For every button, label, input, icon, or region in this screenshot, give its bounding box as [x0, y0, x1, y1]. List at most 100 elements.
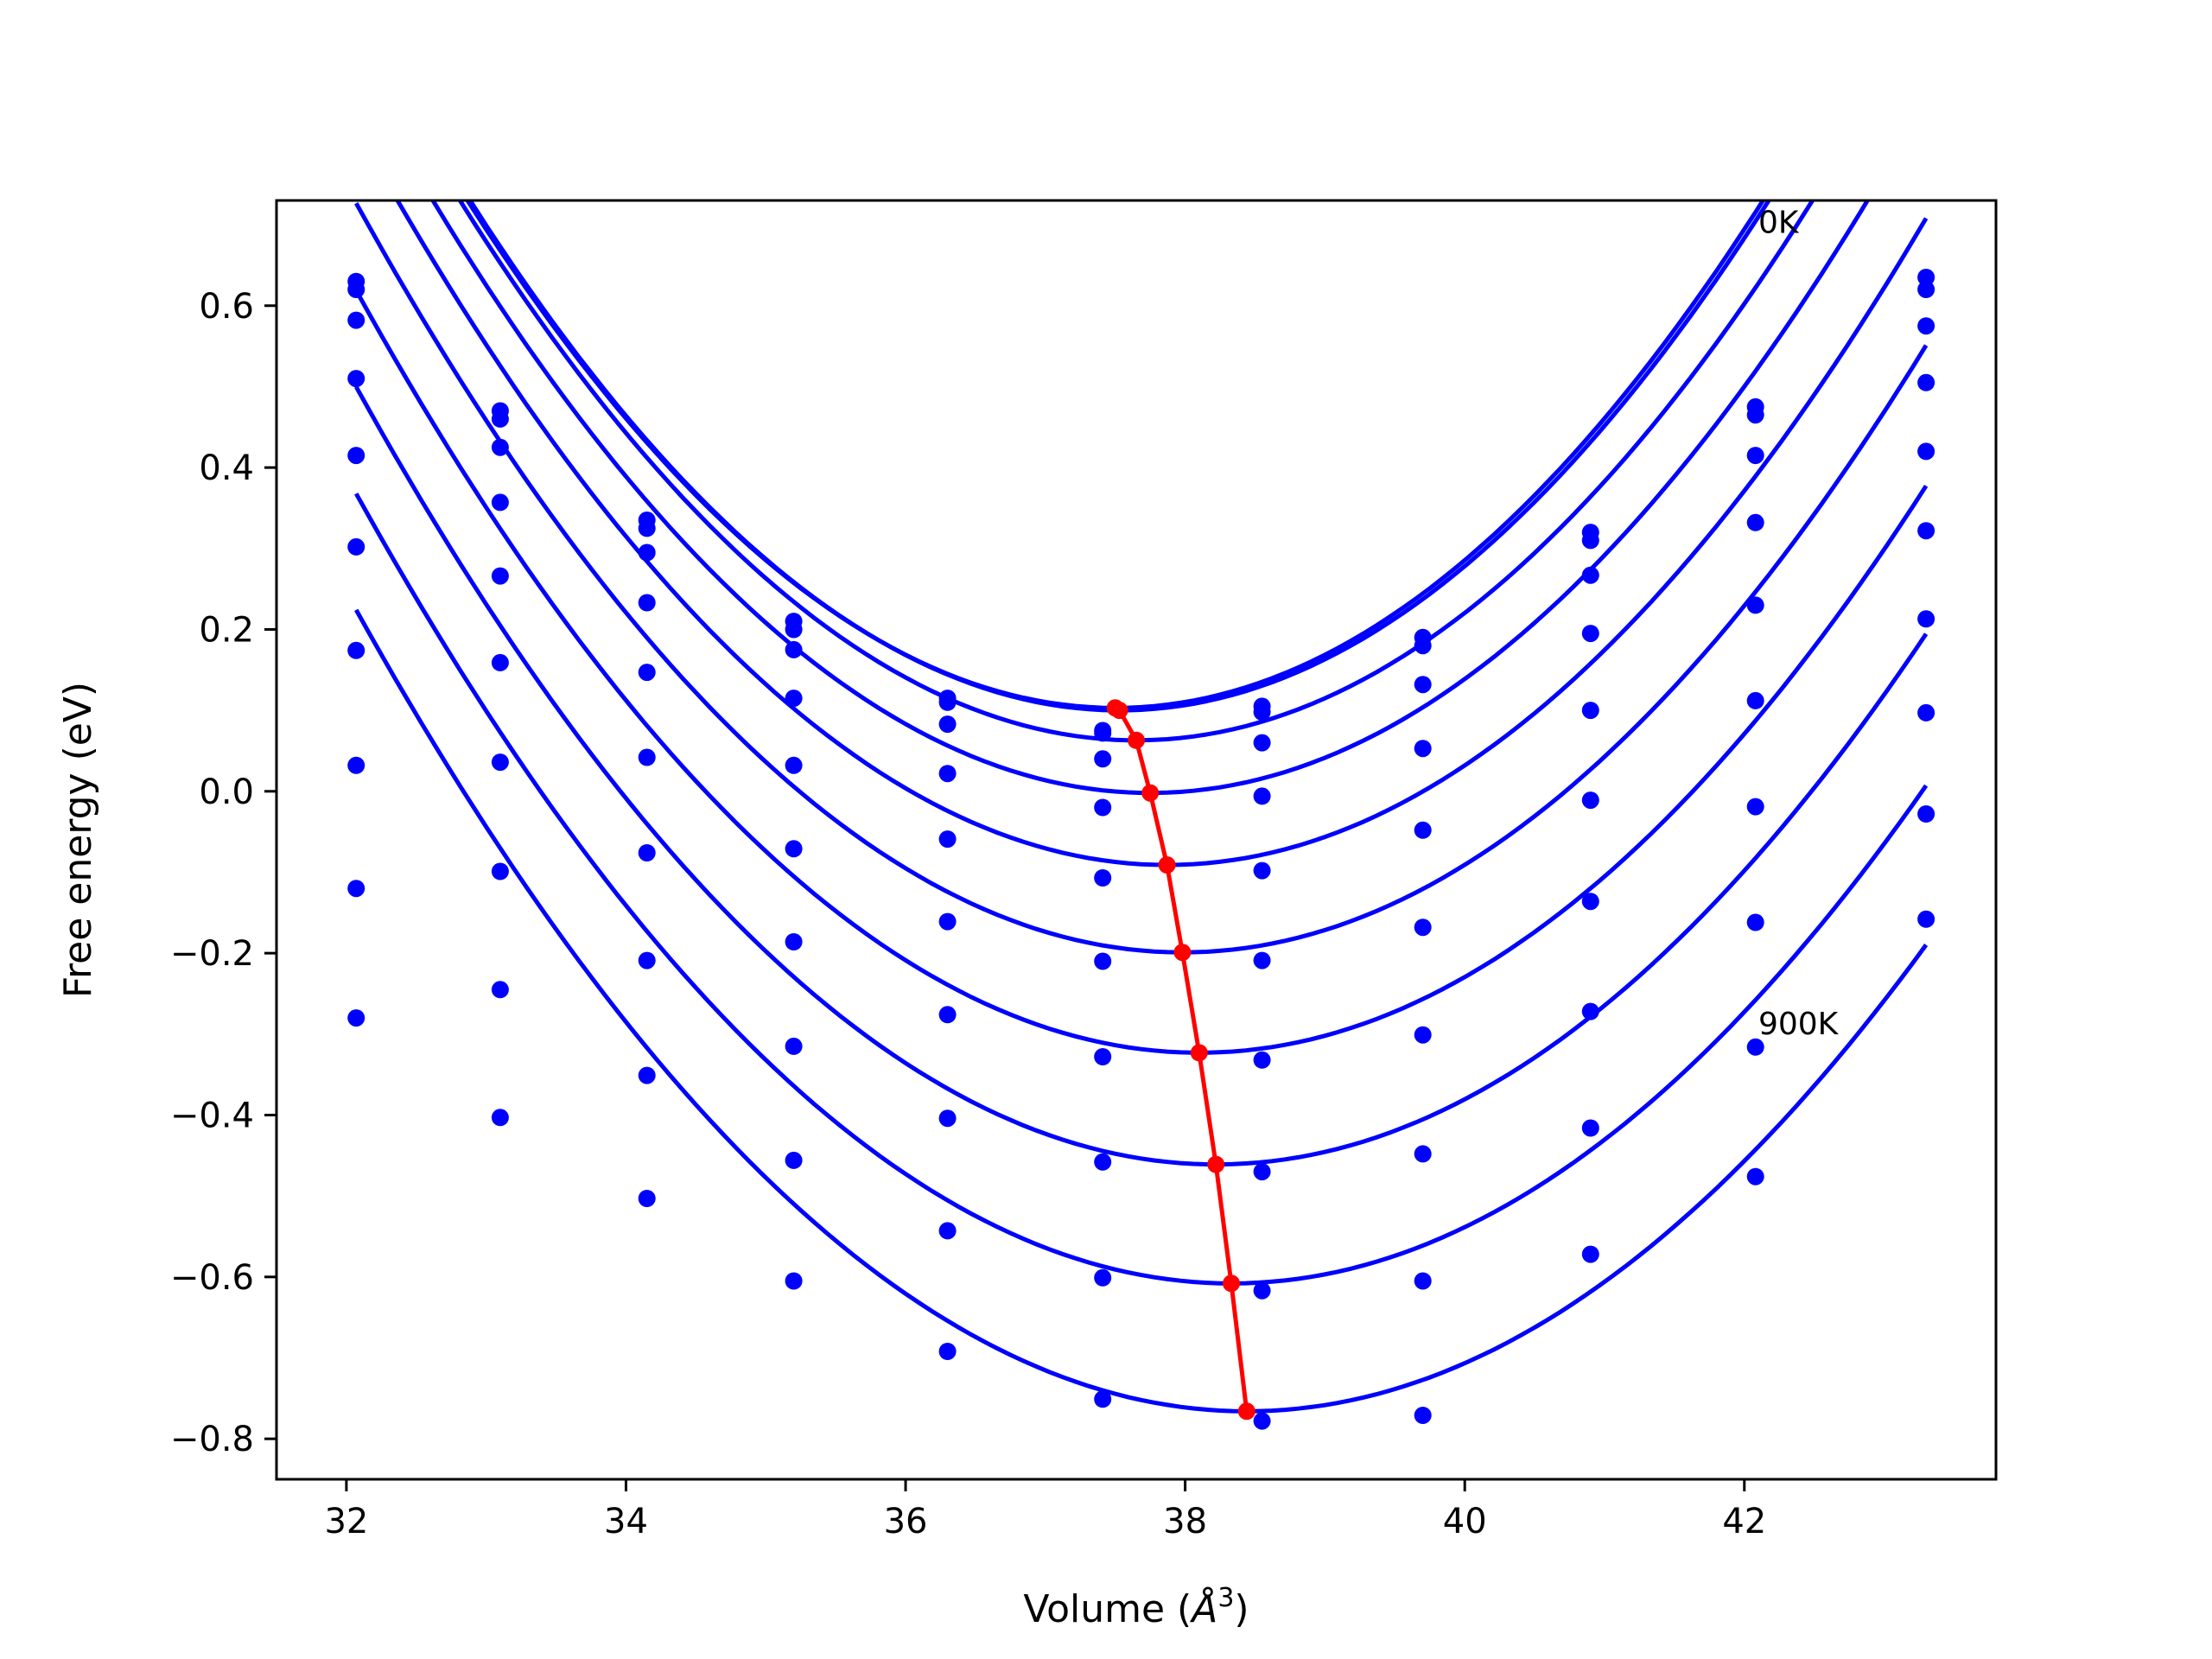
data-point-100K-2 [638, 519, 656, 537]
data-point-500K-10 [1917, 522, 1936, 540]
y-axis-title: Free energy (eV) [56, 682, 100, 998]
data-point-800K-2 [638, 1066, 656, 1084]
data-point-0K-10 [1917, 269, 1936, 286]
y-tick-label: −0.8 [170, 1420, 254, 1459]
x-tick-label: 34 [604, 1502, 648, 1541]
fit-curve-700K [354, 385, 1929, 1167]
annotation-0: 0K [1758, 205, 1800, 240]
data-point-900K-3 [785, 1272, 803, 1290]
data-point-600K-2 [638, 844, 656, 861]
data-point-800K-1 [491, 981, 509, 999]
data-point-500K-4 [938, 912, 957, 931]
data-point-200K-7 [1414, 676, 1432, 694]
minimum-point-4 [1158, 856, 1176, 874]
y-tick-label: −0.2 [170, 934, 254, 974]
data-point-200K-2 [638, 543, 656, 562]
x-tick-label: 36 [884, 1502, 928, 1541]
data-point-600K-10 [1917, 610, 1936, 628]
data-point-700K-7 [1414, 1145, 1432, 1163]
data-point-300K-9 [1746, 513, 1764, 531]
data-point-600K-5 [1094, 1048, 1112, 1065]
data-point-800K-4 [938, 1222, 957, 1240]
fit-curve-600K [354, 289, 1929, 1055]
data-point-900K-6 [1253, 1412, 1271, 1430]
data-point-400K-3 [785, 756, 803, 774]
minimum-point-7 [1207, 1155, 1225, 1173]
data-point-800K-10 [1917, 805, 1936, 823]
fit-curve-400K [395, 200, 1929, 868]
data-point-400K-10 [1917, 442, 1936, 461]
data-point-600K-3 [785, 933, 803, 950]
x-tick-label: 42 [1722, 1502, 1766, 1541]
data-point-300K-10 [1917, 373, 1936, 391]
minimum-point-8 [1223, 1274, 1240, 1293]
data-point-900K-2 [638, 1190, 656, 1207]
data-point-500K-1 [491, 653, 509, 671]
minimum-point-3 [1141, 784, 1160, 802]
fit-curves [354, 200, 1929, 1414]
minimum-point-9 [1237, 1402, 1255, 1421]
data-point-200K-10 [1917, 317, 1936, 335]
data-point-900K-9 [1746, 1167, 1764, 1185]
y-tick-label: −0.4 [170, 1096, 254, 1135]
data-point-300K-6 [1253, 787, 1271, 805]
y-tick-label: 0.4 [199, 448, 254, 488]
y-tick-label: 0.0 [199, 772, 254, 812]
minimum-point-6 [1190, 1044, 1208, 1062]
data-point-900K-7 [1414, 1407, 1432, 1424]
data-point-700K-3 [785, 1037, 803, 1055]
plot-frame [275, 199, 1998, 1481]
minimum-point-5 [1173, 944, 1192, 962]
x-axis-ticks: 32 34 36 38 40 42 [324, 1479, 1766, 1541]
data-point-300K-8 [1581, 625, 1599, 643]
data-point-900K-1 [491, 1109, 509, 1127]
minimum-point-2 [1128, 731, 1145, 749]
data-point-100K-9 [1746, 406, 1764, 424]
data-point-100K-1 [491, 410, 509, 428]
minima-line [1114, 706, 1249, 1412]
y-tick-label: 0.6 [199, 287, 254, 327]
data-point-200K-8 [1581, 566, 1599, 584]
data-point-600K-0 [347, 641, 365, 659]
data-point-500K-0 [347, 537, 365, 556]
data-point-500K-9 [1746, 691, 1764, 709]
data-point-100K-3 [785, 620, 803, 639]
data-point-400K-9 [1746, 596, 1764, 614]
data-point-400K-4 [938, 830, 957, 849]
data-points [347, 269, 1936, 1430]
data-point-400K-7 [1414, 821, 1432, 839]
data-point-900K-8 [1581, 1245, 1599, 1263]
x-tick-label: 32 [324, 1502, 368, 1541]
data-point-900K-4 [938, 1343, 957, 1360]
data-point-200K-6 [1253, 734, 1271, 752]
data-point-700K-6 [1253, 1163, 1271, 1181]
data-point-200K-5 [1094, 750, 1112, 768]
x-tick-label: 38 [1163, 1502, 1207, 1541]
y-tick-label: 0.2 [199, 610, 254, 650]
data-point-300K-4 [938, 765, 957, 783]
x-axis-title: Volume (Å3) [1023, 1583, 1249, 1631]
data-point-600K-9 [1746, 798, 1764, 816]
data-point-800K-6 [1253, 1281, 1271, 1300]
data-point-900K-10 [1917, 910, 1936, 928]
data-point-200K-9 [1746, 447, 1764, 465]
data-point-900K-0 [347, 1009, 365, 1027]
data-point-800K-3 [785, 1151, 803, 1169]
data-point-100K-5 [1094, 724, 1112, 742]
data-point-800K-8 [1581, 1119, 1599, 1137]
fit-curve-900K [354, 608, 1929, 1414]
data-point-700K-8 [1581, 1002, 1599, 1020]
data-point-300K-3 [785, 690, 803, 708]
x-tick-label: 40 [1443, 1502, 1487, 1541]
data-point-400K-6 [1253, 861, 1271, 880]
data-point-100K-6 [1253, 703, 1271, 721]
data-point-500K-6 [1253, 951, 1271, 969]
data-point-300K-0 [347, 370, 365, 388]
data-point-600K-4 [938, 1006, 957, 1024]
annotations: 0K 900K [1758, 205, 1840, 1041]
data-point-100K-0 [347, 281, 365, 298]
data-point-100K-7 [1414, 637, 1432, 655]
data-point-400K-1 [491, 567, 509, 585]
data-point-500K-3 [785, 840, 803, 858]
